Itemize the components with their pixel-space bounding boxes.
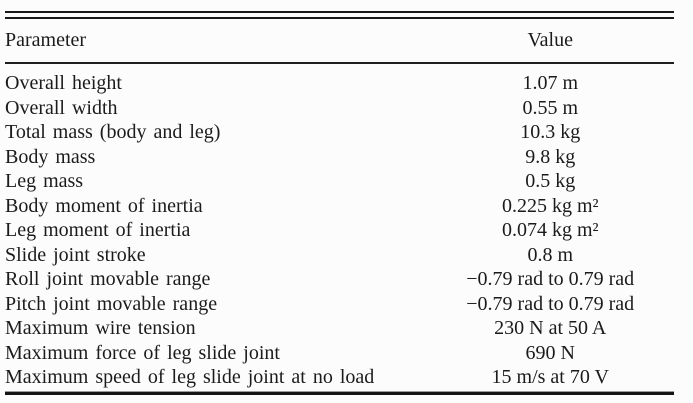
parameter-cell: Body moment of inertia — [5, 194, 203, 217]
parameter-cell: Roll joint movable range — [5, 268, 211, 290]
table-row: Slide joint stroke 0.8 m — [5, 243, 674, 268]
column-header-value: Value — [426, 19, 674, 64]
value-cell: 9.8 kg — [525, 145, 576, 168]
column-header-parameter: Parameter — [5, 19, 427, 64]
value-cell: 0.8 m — [527, 243, 574, 266]
parameter-cell: Maximum force of leg slide joint — [5, 341, 280, 364]
table-row: Leg moment of inertia 0.074 kg m² — [5, 218, 674, 243]
value-cell: 0.074 kg m² — [501, 219, 599, 241]
bottom-rule — [5, 391, 674, 395]
table-row: Maximum force of leg slide joint 690 N — [5, 341, 674, 366]
parameter-cell: Maximum wire tension — [5, 317, 196, 339]
parameters-table-container: Parameter Value Overall height 1.07 m Over… — [5, 11, 674, 395]
table-row: Overall height 1.07 m — [5, 63, 674, 96]
value-cell: 230 N at 50 A — [494, 317, 607, 339]
value-cell: 10.3 kg — [520, 121, 581, 143]
parameter-cell: Overall width — [5, 96, 118, 119]
table-row: Leg mass 0.5 kg — [5, 169, 674, 194]
table-header: Parameter Value — [5, 19, 674, 64]
value-cell: 15 m/s at 70 V — [491, 366, 609, 388]
value-cell: 1.07 m — [522, 72, 579, 94]
bottom-rule-halo — [5, 390, 674, 392]
value-cell: −0.79 rad to 0.79 rad — [466, 268, 635, 290]
header-row: Parameter Value — [5, 19, 674, 64]
table-row: Body mass 9.8 kg — [5, 145, 674, 170]
table-row: Pitch joint movable range −0.79 rad to 0.… — [5, 292, 674, 317]
table-row: Roll joint movable range −0.79 rad to 0.7… — [5, 267, 674, 292]
top-rule-thin — [5, 11, 674, 13]
parameter-cell: Slide joint stroke — [5, 243, 146, 266]
parameter-cell: Total mass (body and leg) — [5, 121, 221, 143]
value-cell: −0.79 rad to 0.79 rad — [466, 292, 635, 315]
table-row: Overall width 0.55 m — [5, 96, 674, 121]
parameters-table: Parameter Value Overall height 1.07 m Over… — [5, 19, 674, 390]
parameter-cell: Overall height — [5, 72, 122, 94]
parameter-cell: Leg moment of inertia — [5, 219, 191, 241]
value-cell: 690 N — [525, 341, 575, 364]
value-cell: 0.55 m — [522, 96, 579, 119]
table-row: Maximum wire tension 230 N at 50 A — [5, 316, 674, 341]
parameter-cell: Body mass — [5, 145, 96, 168]
table-row: Maximum speed of leg slide joint at no l… — [5, 365, 674, 390]
value-cell: 0.5 kg — [525, 170, 576, 192]
parameter-cell: Leg mass — [5, 170, 84, 192]
parameter-cell: Pitch joint movable range — [5, 292, 218, 315]
value-cell: 0.225 kg m² — [501, 194, 599, 217]
table-row: Body moment of inertia 0.225 kg m² — [5, 194, 674, 219]
parameter-cell: Maximum speed of leg slide joint at no l… — [5, 366, 375, 388]
top-rule-thick — [5, 16, 674, 19]
table-row: Total mass (body and leg) 10.3 kg — [5, 120, 674, 145]
